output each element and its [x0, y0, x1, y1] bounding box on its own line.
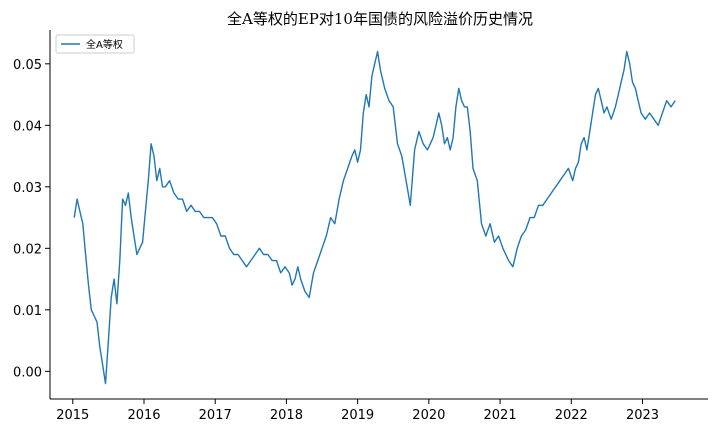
- x-tick-label: 2022: [555, 408, 588, 423]
- series-line-0: [73, 50, 676, 385]
- x-tick-label: 2020: [412, 408, 445, 423]
- x-tick-label: 2017: [199, 408, 232, 423]
- y-tick-label: 0.04: [13, 119, 42, 134]
- y-tick-label: 0.02: [13, 242, 42, 257]
- y-tick-label: 0.05: [13, 58, 42, 73]
- x-tick-label: 2018: [270, 408, 303, 423]
- y-tick-label: 0.01: [13, 304, 42, 319]
- legend-label: 全A等权: [86, 38, 123, 51]
- x-tick-label: 2016: [127, 408, 160, 423]
- y-tick-label: 0.00: [13, 365, 42, 380]
- axes: 2015 2016 2017 2018 2019 2020 2021 2022 2023 0.00…: [13, 30, 708, 423]
- x-tick-label: 2019: [341, 408, 374, 423]
- plot-area: [73, 50, 676, 385]
- x-tick-label: 2015: [56, 408, 89, 423]
- chart-title: 全A等权的EP对10年国债的风险溢价历史情况: [227, 10, 533, 28]
- x-tick-label: 2023: [626, 408, 659, 423]
- legend-box: [55, 34, 135, 54]
- x-tick-label: 2021: [484, 408, 517, 423]
- y-tick-label: 0.03: [13, 181, 42, 196]
- legend: 全A等权: [55, 34, 135, 54]
